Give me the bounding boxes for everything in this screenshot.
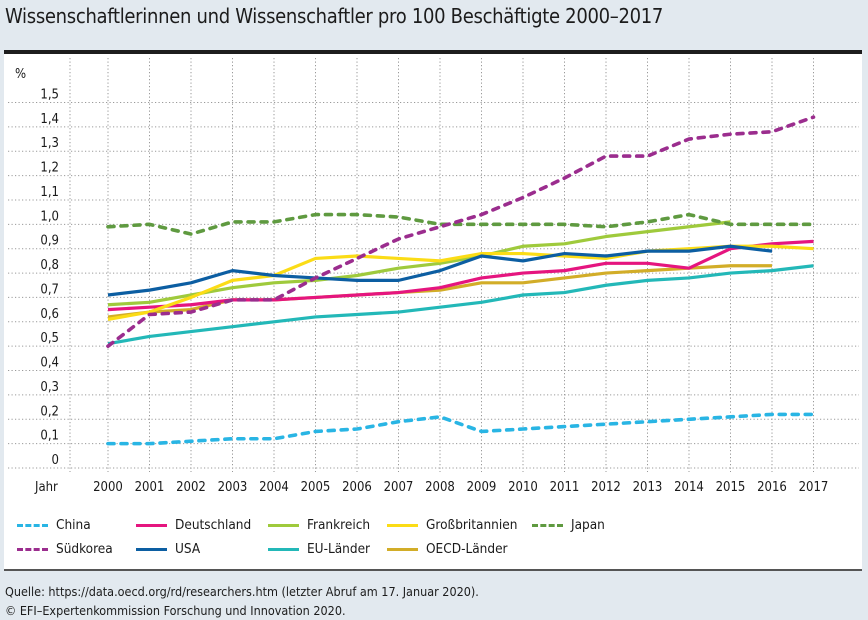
x-tick-label: 2001	[135, 480, 165, 495]
legend-swatch	[17, 523, 48, 527]
legend-swatch	[532, 523, 563, 527]
series-line-japan	[106, 212, 816, 236]
legend-label: Großbritannien	[426, 517, 518, 533]
series-line-china	[106, 412, 816, 446]
x-tick-label: 2012	[591, 480, 621, 495]
series-lines	[106, 115, 816, 446]
x-tick-label: 2014	[674, 480, 704, 495]
x-tick-label: 2007	[384, 480, 414, 495]
source-note: Quelle: https://data.oecd.org/rd/researc…	[5, 584, 479, 599]
y-axis-ticks: 0 0,1 0,2 0,3 0,4 0,5 0,6 0,7 0,8 0,9 1,0 1,1 1,2 1,3…	[40, 88, 59, 469]
legend-label: Frankreich	[307, 517, 371, 533]
y-axis-label: %	[15, 67, 26, 82]
x-tick-label: 2003	[218, 480, 248, 495]
x-tick-label: 2010	[508, 480, 538, 495]
chart-panel: 0 0,1 0,2 0,3 0,4 0,5 0,6 0,7 0,8 0,9 1,0 1,1 1,2 1,3…	[4, 50, 862, 571]
x-tick-label: 2000	[93, 480, 123, 495]
legend-item: Großbritannien	[387, 517, 517, 533]
y-tick-label: 1,3	[40, 136, 59, 151]
legend-item: Deutschland	[136, 517, 251, 533]
x-tick-label: 2011	[550, 480, 580, 495]
legend-label: OECD-Länder	[426, 541, 508, 557]
x-tick-label: 2015	[716, 480, 746, 495]
series-line-usa	[107, 244, 773, 297]
legend-item: Frankreich	[268, 517, 370, 533]
copyright-note: © EFI–Expertenkommission Forschung und I…	[5, 603, 346, 618]
x-tick-label: 2006	[342, 480, 372, 495]
series-line-eu-länder	[107, 264, 814, 346]
legend-item: OECD-Länder	[387, 541, 508, 557]
footer: Quelle: https://data.oecd.org/rd/researc…	[5, 582, 479, 620]
y-tick-label: 1,0	[40, 209, 59, 224]
legend-label: EU-Länder	[307, 541, 371, 557]
legend-item: China	[17, 517, 91, 533]
legend-swatch	[387, 547, 418, 551]
x-tick-label: 2002	[176, 480, 206, 495]
y-tick-label: 0,2	[40, 404, 59, 419]
y-tick-label: 0,6	[40, 307, 59, 322]
legend-label: Deutschland	[175, 517, 252, 533]
x-tick-label: 2004	[259, 480, 289, 495]
x-axis-label: Jahr	[34, 480, 58, 495]
legend-item: Japan	[532, 517, 605, 533]
y-tick-label: 0,7	[40, 282, 59, 297]
y-tick-label: 1,2	[40, 161, 59, 176]
legend-label: China	[56, 517, 91, 533]
y-tick-label: 1,4	[40, 112, 59, 127]
legend-swatch	[17, 547, 48, 551]
legend-label: USA	[175, 541, 201, 557]
series-line-frankreich	[107, 220, 731, 307]
legend-swatch	[268, 547, 299, 551]
series-line-südkorea	[106, 115, 816, 348]
y-tick-label: 0,4	[40, 356, 59, 371]
line-chart: 0 0,1 0,2 0,3 0,4 0,5 0,6 0,7 0,8 0,9 1,0 1,1 1,2 1,3…	[8, 58, 859, 495]
y-tick-label: 0,8	[40, 258, 59, 273]
y-tick-label: 1,1	[40, 185, 59, 200]
legend-item: EU-Länder	[268, 541, 370, 557]
legend-swatch	[268, 523, 299, 527]
y-tick-label: 0	[52, 453, 59, 468]
series-line-großbritannien	[107, 244, 814, 321]
legend-swatch	[136, 523, 167, 527]
legend-item: USA	[136, 541, 200, 557]
legend-label: Südkorea	[56, 541, 113, 557]
y-tick-label: 0,3	[40, 380, 59, 395]
x-tick-label: 2009	[467, 480, 497, 495]
x-tick-label: 2013	[633, 480, 663, 495]
legend-label: Japan	[571, 517, 605, 533]
legend-swatch	[387, 523, 418, 527]
y-tick-label: 1,5	[40, 88, 59, 103]
legend-item: Südkorea	[17, 541, 113, 557]
y-tick-label: 0,1	[40, 429, 59, 444]
x-tick-label: 2016	[757, 480, 787, 495]
y-tick-label: 0,5	[40, 331, 59, 346]
x-tick-label: 2005	[301, 480, 331, 495]
chart-title: Wissenschaftlerinnen und Wissenschaftler…	[5, 4, 664, 28]
x-axis-ticks: 2000 2001 2002 2003 2004 2005 2006 2007 2008 2009…	[93, 480, 828, 495]
y-tick-label: 0,9	[40, 234, 59, 249]
x-tick-label: 2017	[799, 480, 829, 495]
x-tick-label: 2008	[425, 480, 455, 495]
legend-swatch	[136, 547, 167, 551]
